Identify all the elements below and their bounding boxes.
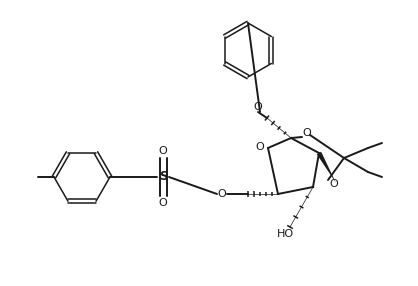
Text: O: O <box>330 179 339 189</box>
Text: S: S <box>159 170 167 184</box>
Polygon shape <box>317 152 336 183</box>
Text: O: O <box>303 128 311 138</box>
Text: O: O <box>254 102 263 112</box>
Text: O: O <box>158 146 167 156</box>
Text: O: O <box>256 142 264 152</box>
Text: O: O <box>218 189 227 199</box>
Text: HO: HO <box>276 229 293 239</box>
Text: O: O <box>158 198 167 208</box>
